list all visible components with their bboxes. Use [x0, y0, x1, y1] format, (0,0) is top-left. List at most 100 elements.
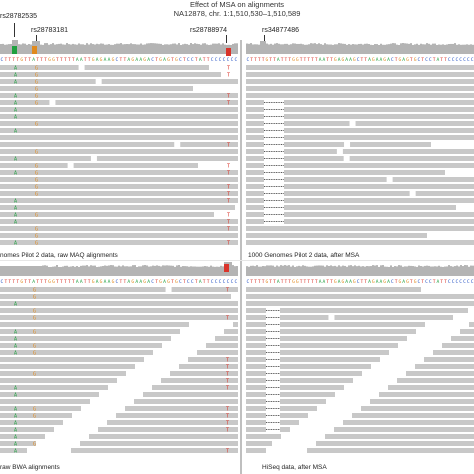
coverage-bar: [336, 266, 338, 276]
coverage-bar: [206, 44, 208, 54]
coverage-bar: [344, 265, 346, 276]
coverage-bar: [134, 265, 136, 276]
reference-base: C: [429, 279, 432, 285]
mismatch-base: T: [227, 192, 230, 198]
coverage-bar: [468, 44, 470, 54]
reference-base: C: [1, 57, 4, 63]
coverage-bar: [204, 266, 206, 276]
reference-base: C: [191, 57, 194, 63]
reference-base: A: [376, 279, 379, 285]
aligned-read: [0, 329, 180, 334]
reference-base: C: [471, 57, 474, 63]
deletion-gap: [264, 156, 284, 161]
coverage-bar: [362, 266, 364, 276]
coverage-bar: [216, 43, 218, 54]
reference-base: A: [147, 57, 150, 63]
reference-base: T: [433, 57, 436, 63]
reference-base: C: [116, 57, 119, 63]
mismatch-base: G: [33, 309, 36, 315]
coverage-bar: [438, 44, 440, 54]
aligned-read: [370, 399, 474, 404]
coverage-bar: [434, 43, 436, 54]
deletion-gap: [264, 184, 284, 189]
reference-base: A: [76, 279, 79, 285]
reference-base: G: [406, 57, 409, 63]
coverage-bar: [388, 266, 390, 276]
aligned-read: [246, 226, 474, 231]
reference-base: G: [353, 57, 356, 63]
deletion-gap: [264, 212, 284, 217]
reference-base: C: [448, 57, 451, 63]
coverage-bar: [38, 266, 40, 276]
coverage-bar: [428, 265, 430, 276]
coverage-bar: [394, 266, 396, 276]
reference-base: T: [285, 279, 288, 285]
reference-base: G: [143, 57, 146, 63]
aligned-read: [246, 343, 398, 348]
aligned-read: [125, 406, 238, 411]
reference-base: A: [277, 57, 280, 63]
mismatch-base: A: [14, 220, 17, 226]
reference-base: A: [147, 279, 150, 285]
coverage-bar: [44, 265, 46, 276]
coverage-bar: [366, 266, 368, 276]
reference-base: A: [127, 57, 130, 63]
coverage-bar: [12, 266, 14, 276]
aligned-read: [0, 86, 193, 91]
reference-base: T: [40, 279, 43, 285]
coverage-bar: [156, 265, 158, 276]
aligned-read: [0, 93, 238, 98]
coverage-bar: [426, 265, 428, 276]
coverage-bar: [90, 43, 92, 54]
aligned-read: [246, 156, 344, 161]
coverage-bar: [386, 266, 388, 276]
coverage-bar: [348, 44, 350, 54]
aligned-read: [246, 434, 281, 439]
reference-base: C: [459, 279, 462, 285]
coverage-bar: [460, 265, 462, 276]
reference-base: A: [32, 57, 35, 63]
aligned-read: [246, 301, 474, 306]
reference-base: T: [44, 279, 47, 285]
coverage-bar: [446, 266, 448, 276]
snp-label-rs28782535: rs28782535: [0, 13, 37, 20]
coverage-bar: [10, 266, 12, 276]
coverage-bar: [134, 44, 136, 54]
coverage-bar: [26, 44, 28, 54]
mismatch-base: A: [14, 337, 17, 343]
coverage-bar: [424, 265, 426, 276]
reference-base: A: [80, 279, 83, 285]
coverage-bar: [422, 44, 424, 54]
coverage-bar: [70, 266, 72, 276]
aligned-read: [180, 142, 238, 147]
reference-base: T: [28, 57, 31, 63]
mismatch-base: G: [35, 66, 38, 72]
coverage-bar: [146, 43, 148, 54]
aligned-read: [316, 441, 474, 446]
reference-base: T: [44, 57, 47, 63]
aligned-read: [334, 427, 474, 432]
coverage-bar: [374, 44, 376, 54]
aligned-read: [246, 315, 329, 320]
coverage-bar: [446, 44, 448, 54]
reference-base: T: [444, 57, 447, 63]
coverage-bar: [358, 43, 360, 54]
coverage-bar: [376, 265, 378, 276]
coverage-bar: [354, 265, 356, 276]
coverage-bar: [418, 265, 420, 276]
mismatch-base: G: [33, 344, 36, 350]
coverage-bar: [256, 265, 258, 276]
reference-base: G: [92, 279, 95, 285]
coverage-bar: [196, 266, 198, 276]
reference-base: T: [421, 57, 424, 63]
coverage-bar: [122, 44, 124, 54]
mismatch-base: A: [14, 157, 17, 163]
reference-base: A: [349, 279, 352, 285]
coverage-bar: [174, 266, 176, 276]
aligned-read: [0, 163, 68, 168]
reference-base: C: [231, 279, 234, 285]
mismatch-base: A: [14, 199, 17, 205]
reference-base: G: [92, 57, 95, 63]
reference-base: T: [311, 57, 314, 63]
